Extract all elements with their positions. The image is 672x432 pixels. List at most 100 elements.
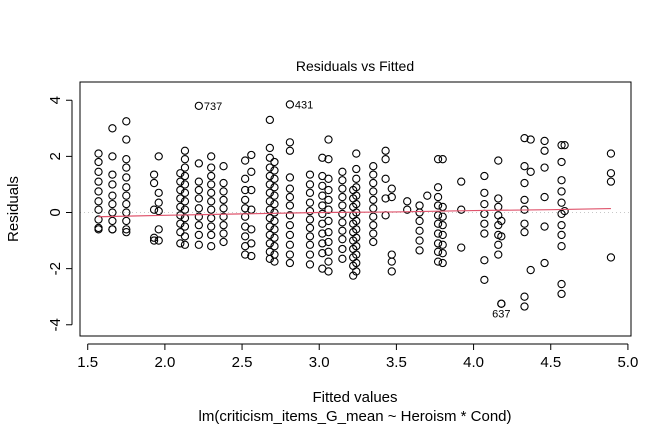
data-point bbox=[194, 204, 203, 213]
data-point bbox=[438, 230, 447, 240]
data-point bbox=[285, 192, 295, 202]
data-point bbox=[219, 220, 228, 230]
data-point bbox=[219, 212, 228, 221]
data-point bbox=[154, 198, 163, 207]
data-point bbox=[403, 205, 412, 214]
data-point bbox=[176, 228, 185, 237]
data-point bbox=[207, 171, 216, 181]
data-point bbox=[247, 251, 256, 261]
data-point bbox=[247, 167, 256, 176]
data-point bbox=[520, 228, 529, 237]
data-point bbox=[122, 183, 131, 192]
data-point bbox=[520, 292, 529, 301]
data-point bbox=[520, 195, 529, 205]
data-point bbox=[122, 135, 131, 144]
data-point bbox=[381, 174, 390, 183]
data-point bbox=[94, 225, 103, 234]
y-tick-label: 2 bbox=[47, 152, 64, 160]
data-point bbox=[497, 216, 506, 226]
data-point bbox=[176, 194, 185, 203]
data-point bbox=[305, 260, 315, 269]
data-point bbox=[557, 176, 566, 185]
data-point bbox=[240, 232, 250, 241]
data-point bbox=[270, 216, 279, 226]
data-point bbox=[415, 216, 424, 226]
data-point bbox=[247, 225, 256, 234]
data-point bbox=[433, 219, 443, 228]
data-point bbox=[94, 177, 103, 186]
chart-subtitle: lm(criticism_items_G_mean ~ Heroism * Co… bbox=[199, 408, 512, 425]
data-point bbox=[270, 157, 279, 167]
data-point bbox=[270, 191, 279, 200]
x-tick-label: 4.0 bbox=[463, 354, 484, 371]
data-point bbox=[265, 222, 274, 231]
data-point bbox=[154, 206, 163, 216]
data-point bbox=[480, 229, 489, 238]
data-point bbox=[433, 183, 443, 192]
data-point bbox=[180, 180, 190, 189]
data-point bbox=[338, 254, 347, 263]
x-tick-label: 1.5 bbox=[77, 354, 98, 371]
data-point bbox=[480, 275, 489, 285]
data-point bbox=[415, 246, 424, 255]
data-point bbox=[305, 250, 315, 259]
data-point bbox=[369, 178, 378, 188]
data-point bbox=[480, 209, 489, 219]
data-point bbox=[318, 209, 327, 219]
data-point bbox=[180, 240, 190, 249]
data-point bbox=[108, 199, 117, 209]
data-point bbox=[305, 198, 315, 207]
data-point bbox=[285, 230, 295, 240]
data-point bbox=[108, 191, 117, 200]
data-point bbox=[352, 233, 361, 242]
x-tick-label: 2.0 bbox=[154, 354, 175, 371]
data-point bbox=[540, 222, 549, 231]
data-point bbox=[154, 225, 163, 234]
x-tick-label: 3.5 bbox=[386, 354, 407, 371]
data-point bbox=[108, 124, 117, 133]
data-point bbox=[194, 159, 203, 168]
data-point bbox=[122, 225, 131, 234]
data-point bbox=[270, 199, 279, 209]
y-tick-label: 0 bbox=[47, 208, 64, 216]
data-point bbox=[305, 223, 315, 233]
data-point bbox=[369, 170, 378, 179]
data-point bbox=[423, 191, 432, 200]
data-point bbox=[438, 220, 447, 230]
data-point bbox=[457, 177, 466, 186]
data-point bbox=[219, 237, 228, 247]
data-point bbox=[433, 229, 443, 238]
data-point bbox=[194, 230, 203, 240]
data-point bbox=[415, 201, 424, 210]
data-point bbox=[285, 201, 295, 210]
outlier-label: 637 bbox=[492, 309, 510, 321]
data-point bbox=[352, 258, 361, 268]
data-point bbox=[149, 205, 159, 214]
data-point bbox=[270, 242, 279, 251]
data-point bbox=[207, 222, 216, 231]
data-point bbox=[457, 205, 466, 214]
data-point bbox=[557, 198, 566, 207]
data-point bbox=[324, 174, 333, 183]
data-point bbox=[480, 199, 489, 209]
data-point bbox=[557, 242, 566, 251]
data-point bbox=[438, 155, 447, 164]
data-point bbox=[270, 233, 279, 242]
data-point bbox=[285, 258, 295, 268]
data-point bbox=[305, 206, 315, 216]
data-point bbox=[180, 171, 190, 181]
data-point bbox=[540, 163, 549, 172]
data-point bbox=[324, 185, 333, 195]
chart-title: Residuals vs Fitted bbox=[296, 58, 414, 74]
data-point bbox=[438, 240, 447, 249]
data-point bbox=[240, 185, 250, 195]
plot-frame bbox=[79, 81, 632, 337]
data-point bbox=[352, 199, 361, 209]
y-tick-label: 4 bbox=[47, 96, 64, 104]
data-point bbox=[265, 239, 274, 248]
data-point bbox=[194, 177, 203, 186]
data-point bbox=[219, 187, 228, 196]
data-point bbox=[557, 140, 566, 150]
data-point bbox=[369, 229, 378, 238]
